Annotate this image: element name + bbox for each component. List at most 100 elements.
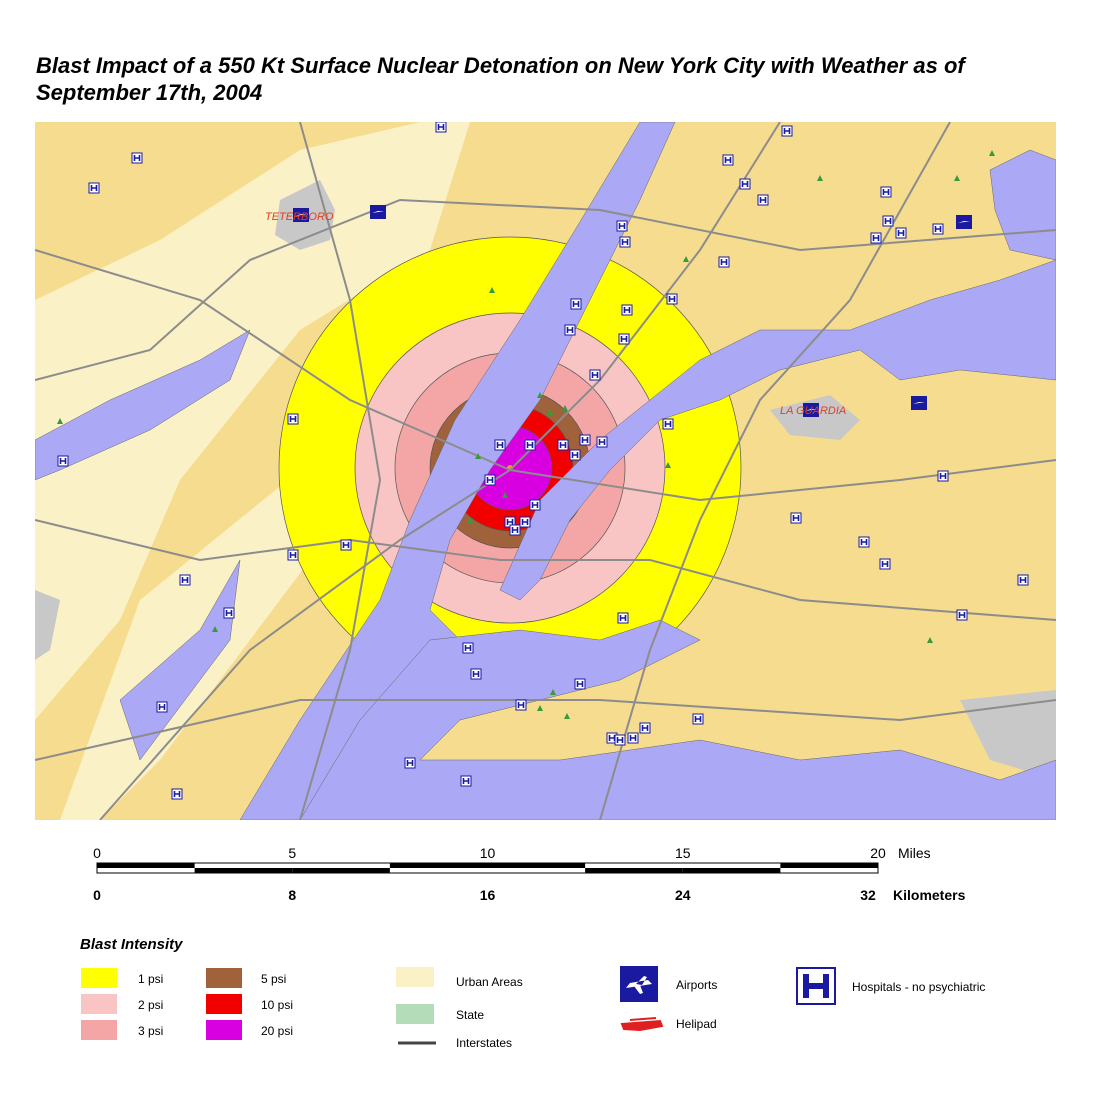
scale-segment <box>97 863 195 868</box>
airport-icon <box>620 966 658 1002</box>
legend-label: Hospitals - no psychiatric <box>852 980 985 994</box>
state-park <box>550 689 556 695</box>
state-park <box>537 392 543 398</box>
hospital-glyph <box>724 157 732 163</box>
hospital-glyph <box>289 552 297 558</box>
state-park <box>57 418 63 424</box>
hospital-glyph <box>158 704 166 710</box>
scale-segment <box>389 863 488 868</box>
scale-segment <box>780 863 878 868</box>
state-park <box>562 405 568 411</box>
hospital-glyph <box>531 502 539 508</box>
roads <box>35 122 1056 820</box>
state-park <box>683 256 689 262</box>
scale-unit: Kilometers <box>893 887 966 903</box>
legend-label: 5 psi <box>261 972 286 986</box>
hospital-glyph <box>462 778 470 784</box>
hospital-glyph <box>572 301 580 307</box>
hospital-glyph <box>59 458 67 464</box>
hospital-glyph <box>289 416 297 422</box>
hospital-glyph <box>173 791 181 797</box>
hospital-glyph <box>559 442 567 448</box>
hospital-glyph <box>884 218 892 224</box>
hospital-glyph <box>581 437 589 443</box>
scale-tick-label: 32 <box>860 887 876 903</box>
hospital-glyph <box>934 226 942 232</box>
legend-label: 3 psi <box>138 1024 163 1038</box>
hospital-glyph <box>881 561 889 567</box>
scale-segment <box>292 868 390 873</box>
legend-label: 20 psi <box>261 1024 293 1038</box>
state-park <box>212 626 218 632</box>
scale-tick-label: 16 <box>480 887 496 903</box>
legend-swatch <box>206 994 242 1014</box>
legend: Blast Intensity Urban Areas State Inters… <box>80 936 985 1050</box>
hospital-glyph <box>694 716 702 722</box>
legend-label: 1 psi <box>138 972 163 986</box>
state-park <box>547 409 553 415</box>
state-park <box>989 150 995 156</box>
hospital-glyph <box>882 189 890 195</box>
legend-title: Blast Intensity <box>80 936 183 953</box>
legend-label: Urban Areas <box>456 975 523 989</box>
legend-swatch <box>206 1020 242 1040</box>
hospital-glyph <box>521 519 529 525</box>
hospital-glyph <box>496 442 504 448</box>
hospital-glyph <box>619 615 627 621</box>
plane-glyph <box>626 976 652 994</box>
state-park <box>817 175 823 181</box>
plane-glyph <box>372 211 384 213</box>
hospital-glyph <box>668 296 676 302</box>
hospital-glyph <box>464 645 472 651</box>
hospital-glyph <box>576 681 584 687</box>
legend-label: Interstates <box>456 1036 512 1050</box>
scale-tick-label: 15 <box>675 845 691 861</box>
state-park <box>537 705 543 711</box>
hospital-glyph <box>783 128 791 134</box>
scale-segment <box>194 868 293 873</box>
hospital-glyph <box>872 235 880 241</box>
helipad-icon <box>620 1017 664 1032</box>
hospital-glyph <box>90 185 98 191</box>
legend-swatch <box>81 968 117 988</box>
scale-tick-label: 8 <box>288 887 296 903</box>
state-park <box>564 713 570 719</box>
point-symbols <box>57 122 1029 800</box>
airport-area <box>770 395 860 440</box>
hospital-glyph <box>571 452 579 458</box>
legend-swatch <box>396 967 434 987</box>
hospital-glyph <box>1019 577 1027 583</box>
hospital-glyph <box>472 671 480 677</box>
hospital-glyph <box>741 181 749 187</box>
hospital-glyph <box>620 336 628 342</box>
hospital-glyph <box>133 155 141 161</box>
scale-segment <box>682 868 781 873</box>
state-park <box>475 453 481 459</box>
hospital-glyph <box>598 439 606 445</box>
hospital-glyph <box>486 477 494 483</box>
hospital-glyph <box>437 124 445 130</box>
scale-segment <box>585 868 683 873</box>
hospital-glyph <box>759 197 767 203</box>
legend-label: 10 psi <box>261 998 293 1012</box>
scale-tick-label: 24 <box>675 887 691 903</box>
state-park <box>665 462 671 468</box>
hospital-glyph <box>616 737 624 743</box>
airport-area <box>960 690 1056 780</box>
legend-label: Airports <box>676 978 717 992</box>
legend-label: 2 psi <box>138 998 163 1012</box>
legend-swatch <box>81 994 117 1014</box>
state-park <box>467 517 473 523</box>
hospital-glyph <box>664 421 672 427</box>
hospital-glyph <box>225 610 233 616</box>
title-line: September 17th, 2004 <box>36 80 262 105</box>
hospital-glyph <box>803 974 829 998</box>
state-park <box>954 175 960 181</box>
map-label: TETERBORO <box>265 211 334 223</box>
plane-glyph <box>805 409 817 411</box>
hospital-glyph <box>939 473 947 479</box>
scale-tick-label: 5 <box>288 845 296 861</box>
plane-glyph <box>913 402 925 404</box>
legend-swatch <box>81 1020 117 1040</box>
